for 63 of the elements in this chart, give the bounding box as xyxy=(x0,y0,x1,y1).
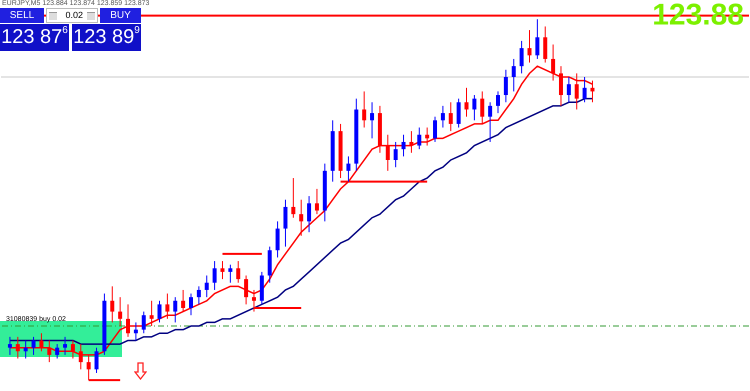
candlestick xyxy=(520,40,524,74)
candlestick xyxy=(244,275,248,305)
candlestick xyxy=(220,260,224,280)
candlestick xyxy=(276,220,280,258)
candlestick xyxy=(299,199,304,236)
candlestick xyxy=(314,188,319,215)
candlestick xyxy=(165,293,170,320)
candlestick xyxy=(402,134,406,157)
candlestick xyxy=(433,116,438,142)
candlestick xyxy=(204,275,209,298)
annotation: 0.02 xyxy=(46,8,98,23)
candlestick xyxy=(512,58,516,92)
candlestick xyxy=(212,260,217,290)
candlestick xyxy=(307,196,312,233)
candlestick xyxy=(158,300,162,323)
candlestick xyxy=(394,141,398,168)
candlestick xyxy=(8,336,12,356)
candlestick xyxy=(456,98,461,128)
candlestick xyxy=(417,127,422,150)
candlestick xyxy=(291,178,296,218)
candlestick xyxy=(181,289,186,312)
candlestick xyxy=(32,336,36,356)
candlestick xyxy=(574,72,579,110)
annotation: 123 87$^{6}$ xyxy=(0,24,69,51)
candlestick xyxy=(94,347,99,374)
candlestick xyxy=(566,76,571,103)
candlestick xyxy=(496,90,500,114)
candlestick xyxy=(464,87,469,118)
candlestick xyxy=(488,102,492,142)
candlestick xyxy=(283,199,288,248)
candlestick xyxy=(150,300,154,327)
candlestick xyxy=(118,296,122,327)
candlestick xyxy=(543,26,548,64)
candlestick xyxy=(362,90,366,128)
candlestick xyxy=(582,76,587,103)
candlestick xyxy=(535,18,540,60)
candlestick xyxy=(386,134,390,172)
candlestick xyxy=(480,90,484,124)
candlestick xyxy=(527,30,532,64)
candlestick xyxy=(134,322,138,341)
annotation: BUY xyxy=(100,8,141,23)
candlestick xyxy=(24,340,28,360)
candlestick xyxy=(425,127,430,146)
candlestick xyxy=(472,94,476,121)
candlestick xyxy=(236,260,240,284)
candlestick xyxy=(504,69,508,103)
candlestick xyxy=(448,102,453,132)
candlestick xyxy=(188,293,193,316)
candlestick xyxy=(63,336,68,356)
candlestick xyxy=(173,296,178,323)
candlestick xyxy=(228,264,232,284)
candlestick xyxy=(370,102,374,139)
candlestick xyxy=(409,130,414,154)
candlestick xyxy=(39,332,44,352)
candlestick xyxy=(440,105,445,128)
annotation: SELL xyxy=(0,8,44,23)
candlestick xyxy=(346,156,350,182)
candlestick xyxy=(126,304,130,338)
candlestick xyxy=(55,344,60,360)
candlestick xyxy=(142,311,146,334)
annotation: 123 89$^{9}$ xyxy=(72,24,141,50)
candlestick xyxy=(110,286,114,323)
candlestick xyxy=(196,286,201,305)
